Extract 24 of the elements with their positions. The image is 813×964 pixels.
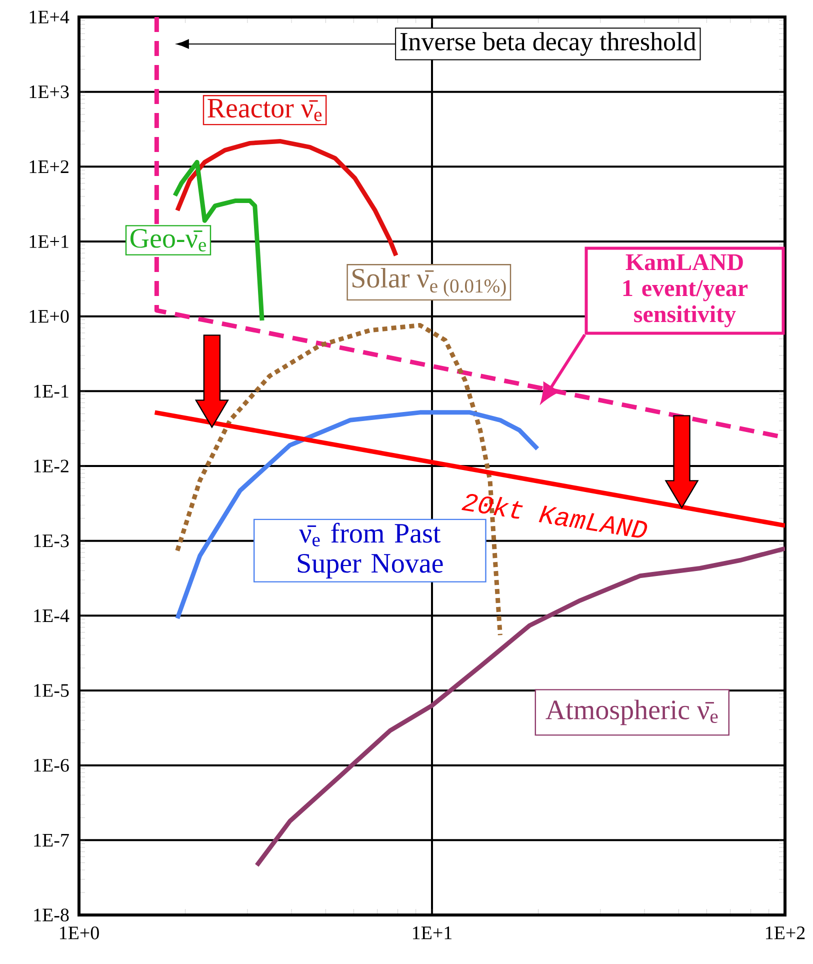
y-tick-label: 1E+4 xyxy=(30,10,70,24)
y-tick-label: 1E-2 xyxy=(34,460,68,472)
y-tick-label: 1E+1 xyxy=(30,235,68,248)
text: Atmospheric ν̄$_{e}$ xyxy=(546,700,718,726)
x-tick-label: 1E+1 xyxy=(413,926,452,940)
series-label: Reactor ν̄$_{e}$ xyxy=(208,98,322,122)
y-tick-label: 1E-5 xyxy=(34,684,69,697)
y-tick-label: 1E-6 xyxy=(34,758,69,772)
y-tick-label: 1E+0 xyxy=(30,310,69,323)
y-tick-label: 1E-1 xyxy=(34,384,68,398)
x-tick-label: 1E+0 xyxy=(60,926,99,940)
series-label: Geo-ν̄$_{e}$ xyxy=(130,229,206,252)
series-label: Solar ν̄$_{e (0.01%)}$ xyxy=(352,268,506,297)
y-tick-label: 1E-7 xyxy=(34,834,69,846)
text: KamLAND 1 event/year sensitivity xyxy=(623,254,748,328)
y-tick-label: 1E-4 xyxy=(34,609,70,622)
x-tick-label: 1E+2 xyxy=(766,926,805,940)
text: 20kt KamLAND xyxy=(462,494,648,538)
y-tick-label: 1E+3 xyxy=(30,85,69,98)
y-tick-label: 1E+2 xyxy=(30,160,68,173)
annotation: Inverse beta decay threshold xyxy=(400,32,696,56)
text: ν̄$_{e}$ from Past Super Novae xyxy=(298,522,443,578)
y-tick-label: 1E-8 xyxy=(34,908,69,922)
y-tick-label: 1E-3 xyxy=(34,534,69,548)
